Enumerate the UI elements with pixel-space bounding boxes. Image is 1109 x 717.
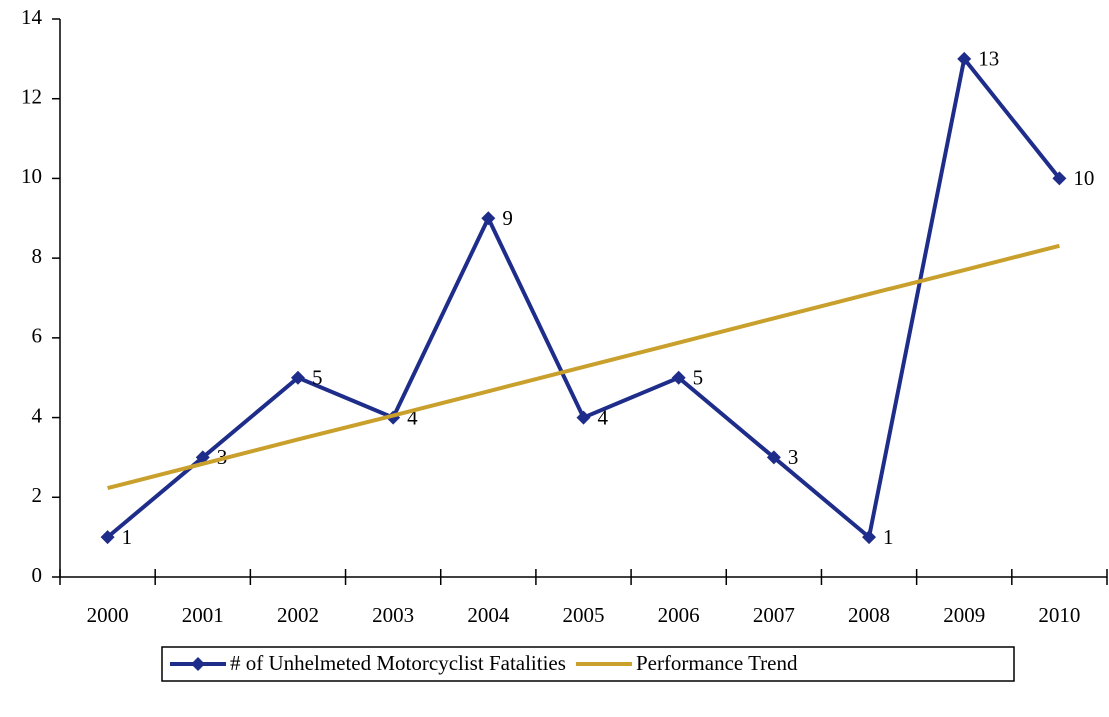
y-tick-label: 4: [32, 403, 43, 427]
point-marker: [576, 410, 591, 425]
data-label: 5: [312, 366, 323, 390]
legend-marker: [191, 657, 205, 671]
point-marker: [671, 370, 686, 385]
point-marker: [481, 211, 496, 226]
series-line: [107, 243, 1060, 491]
data-label: 5: [693, 366, 704, 390]
x-tick-label: 2004: [467, 603, 510, 627]
x-tick-label: 2000: [87, 603, 129, 627]
data-label: 10: [1073, 166, 1094, 190]
data-label: 1: [883, 525, 894, 549]
y-tick-label: 0: [32, 563, 43, 587]
point-marker: [766, 450, 781, 465]
point-marker: [862, 530, 877, 545]
legend-label: Performance Trend: [636, 651, 798, 675]
data-label: 9: [502, 206, 513, 230]
x-tick-label: 2007: [753, 603, 795, 627]
x-tick-label: 2010: [1038, 603, 1080, 627]
x-tick-label: 2008: [848, 603, 890, 627]
point-marker: [290, 370, 305, 385]
x-tick-label: 2006: [658, 603, 700, 627]
series-line: [106, 56, 1061, 540]
x-tick-label: 2001: [182, 603, 224, 627]
data-label: 13: [978, 47, 999, 71]
x-tick-label: 2003: [372, 603, 414, 627]
y-tick-label: 14: [21, 5, 43, 29]
point-marker: [957, 51, 972, 66]
legend-label: # of Unhelmeted Motorcyclist Fatalities: [230, 651, 566, 675]
x-tick-label: 2002: [277, 603, 319, 627]
y-tick-label: 2: [32, 483, 43, 507]
x-tick-label: 2009: [943, 603, 985, 627]
data-label: 1: [122, 525, 133, 549]
point-marker: [1052, 171, 1067, 186]
y-tick-label: 8: [32, 244, 43, 268]
y-tick-label: 12: [21, 85, 42, 109]
y-tick-label: 10: [21, 164, 42, 188]
data-label: 3: [788, 445, 799, 469]
y-tick-label: 6: [32, 324, 43, 348]
data-label: 4: [598, 405, 609, 429]
point-marker: [100, 530, 115, 545]
data-label: 4: [407, 405, 418, 429]
x-tick-label: 2005: [563, 603, 605, 627]
